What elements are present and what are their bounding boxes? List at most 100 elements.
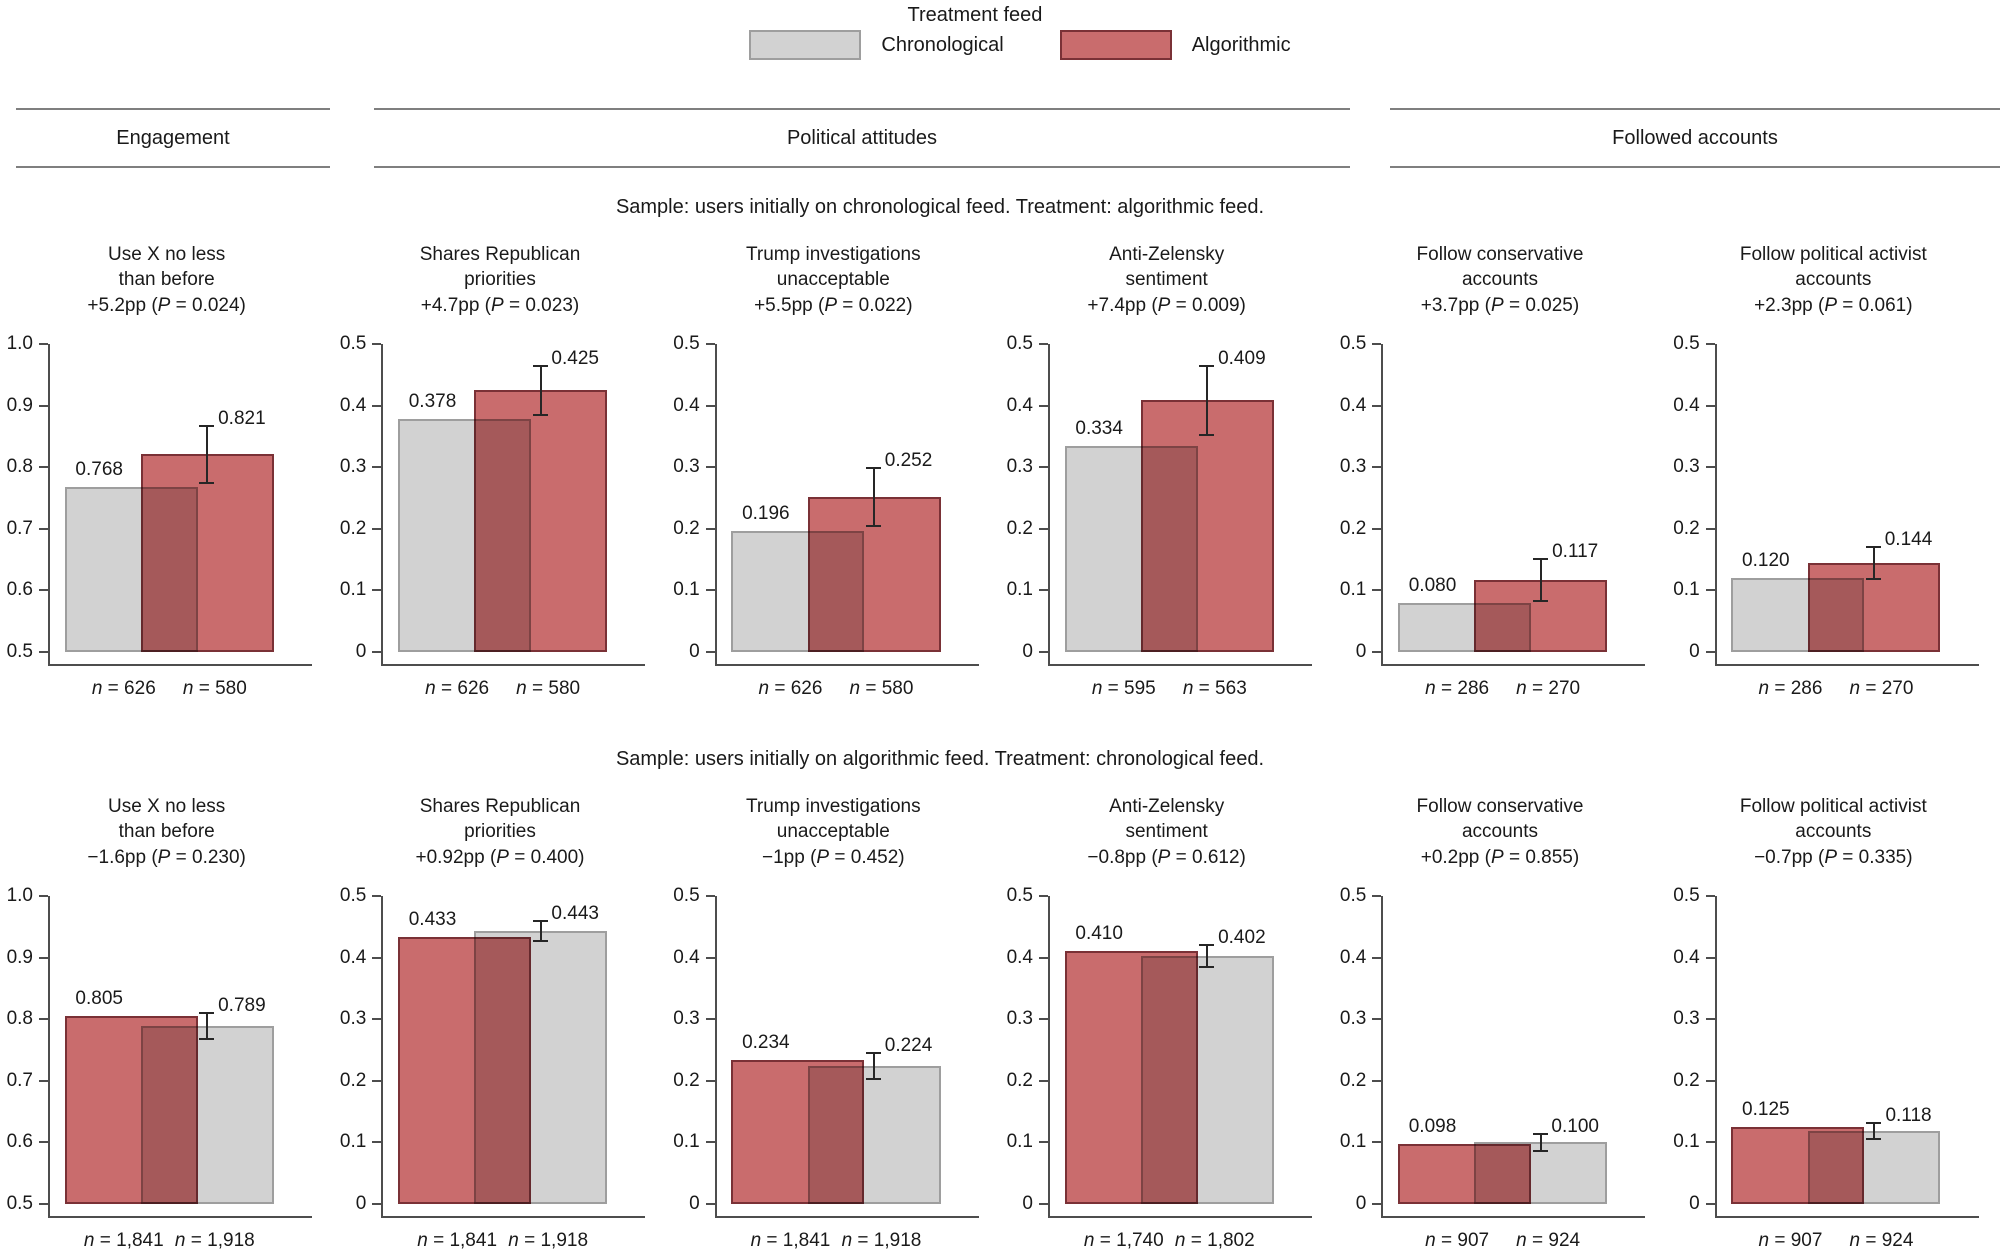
y-axis-line <box>48 344 50 666</box>
section-political-attitudes: Political attitudes <box>374 108 1350 168</box>
chart-panel: Anti-Zelensky sentiment +7.4pp (P = 0.009)… <box>1000 240 1333 699</box>
error-bar-cap <box>866 1077 882 1080</box>
panel-title: Use X no less than before −1.6pp (P = 0.23… <box>0 792 333 890</box>
panel-title-line: sentiment <box>1125 269 1208 291</box>
y-tick-label: 0.3 <box>339 1008 367 1030</box>
bar-value-label: 0.821 <box>218 407 266 429</box>
y-tick-label: 0.4 <box>1339 394 1367 416</box>
y-tick-label: 0.3 <box>1673 1008 1700 1030</box>
y-tick <box>1372 1079 1382 1082</box>
y-tick-label: 0.4 <box>1339 946 1367 968</box>
y-tick <box>1705 527 1715 530</box>
panel-title-line: Anti-Zelensky <box>1109 244 1225 265</box>
plot-area: 0.5 0.4 0.3 0.2 0.1 0 0.410 n = 1,740 0.402 n = 1… <box>1007 885 1312 1251</box>
panel-title: Trump investigations unacceptable −1pp (P … <box>667 792 1000 890</box>
legend-label: Chronological <box>881 33 1004 56</box>
panel-effect-line: −1pp (P = 0.452) <box>762 846 905 868</box>
y-tick-label: 0.9 <box>6 394 33 416</box>
y-axis-line <box>1714 344 1717 666</box>
n-label: n = 1,841 <box>417 1230 498 1251</box>
y-tick <box>1705 895 1715 897</box>
panel-title-line: accounts <box>1795 821 1872 843</box>
legend: Treatment feed <box>0 4 1950 27</box>
y-tick <box>1372 1018 1382 1021</box>
y-tick <box>372 527 382 530</box>
y-tick-label: 0.1 <box>339 579 367 601</box>
y-tick-label: 0.2 <box>1673 517 1700 539</box>
y-tick <box>705 895 715 897</box>
panel-effect-line: −0.8pp (P = 0.612) <box>1087 846 1246 868</box>
bar-value-label: 0.425 <box>551 347 599 369</box>
plot-area: 0.5 0.4 0.3 0.2 0.1 0 0.196 n = 626 0.252 n = 580 <box>673 333 979 699</box>
bar-value-label: 0.805 <box>75 988 123 1010</box>
n-label: n = 1,918 <box>174 1230 255 1251</box>
n-label: n = 1,802 <box>1174 1230 1255 1251</box>
panel-title-line: unacceptable <box>776 821 890 843</box>
panel-effect-line: +5.5pp (P = 0.022) <box>754 294 913 316</box>
bar-value-label: 0.410 <box>1075 923 1123 945</box>
y-tick <box>372 1203 382 1205</box>
chart-panel: Use X no less than before +5.2pp (P = 0.02… <box>0 240 333 699</box>
chart-panel: Follow conservative accounts +0.2pp (P = 0… <box>1333 792 1666 1251</box>
y-tick-label: 0.5 <box>339 333 367 354</box>
error-bar-cap <box>1866 1138 1882 1141</box>
plot-area: 0.5 0.4 0.3 0.2 0.1 0 0.378 n = 626 0.425 n = 580 <box>340 333 646 699</box>
bar-value-label: 0.433 <box>408 909 457 931</box>
y-tick <box>39 343 48 345</box>
plot-area: 0.5 0.4 0.3 0.2 0.1 0 0.080 n = 286 0.117 n = 270 <box>1340 333 1646 699</box>
x-axis-line <box>1047 1216 1312 1218</box>
x-axis-line <box>1381 664 1646 666</box>
panel-effect-line: +5.2pp (P = 0.024) <box>87 294 246 316</box>
y-axis-line <box>1047 896 1050 1218</box>
y-tick-label: 0.5 <box>1339 885 1367 906</box>
chart-panel: Trump investigations unacceptable +5.5pp (… <box>667 240 1000 699</box>
panel-title-line: Use X no less <box>108 244 226 265</box>
y-tick <box>705 589 715 592</box>
legend-title: Treatment feed <box>907 4 1043 26</box>
bar-chronological <box>1474 1142 1608 1204</box>
y-tick-label: 0.3 <box>673 456 700 478</box>
n-label: n = 286 <box>1425 678 1490 699</box>
error-bar-line <box>206 1013 209 1039</box>
y-tick <box>705 1203 715 1205</box>
x-axis-line <box>714 664 979 666</box>
bar-value-label: 0.334 <box>1075 418 1123 440</box>
error-bar-cap <box>199 1037 215 1040</box>
chart-panel: Anti-Zelensky sentiment −0.8pp (P = 0.612)… <box>1000 792 1333 1251</box>
y-tick-label: 0.4 <box>339 394 367 416</box>
bar-chronological <box>141 1025 274 1204</box>
n-label: n = 924 <box>1849 1230 1914 1251</box>
bar-value-label: 0.117 <box>1552 540 1599 562</box>
bar-value-label: 0.100 <box>1551 1115 1599 1137</box>
y-tick-label: 0.4 <box>673 946 700 968</box>
n-label: n = 595 <box>1091 678 1156 699</box>
y-tick <box>1372 527 1382 530</box>
y-tick-label: 0.1 <box>1673 1131 1700 1153</box>
n-label: n = 580 <box>849 678 914 699</box>
error-bar-cap <box>532 364 548 367</box>
bar-value-label: 0.378 <box>408 391 457 413</box>
y-tick-label: 0.1 <box>1339 579 1367 601</box>
error-bar-cap <box>1199 966 1215 969</box>
y-tick-label: 0.2 <box>339 1069 367 1091</box>
panel-effect-line: −0.7pp (P = 0.335) <box>1754 846 1913 868</box>
error-bar-cap <box>532 939 548 942</box>
n-label: n = 270 <box>1849 678 1914 699</box>
y-tick-label: 0.1 <box>1006 579 1033 601</box>
n-label: n = 924 <box>1516 1230 1581 1251</box>
y-tick-label: 0.5 <box>1673 885 1700 906</box>
panel-title-line: sentiment <box>1125 821 1208 843</box>
y-tick-label: 0.2 <box>339 517 367 539</box>
panel-title-line: Follow conservative <box>1416 796 1584 817</box>
n-label: n = 580 <box>182 678 247 699</box>
y-tick <box>1372 466 1382 469</box>
x-axis-line <box>1381 1216 1646 1218</box>
y-tick <box>1705 651 1715 653</box>
panel-title: Shares Republican priorities +4.7pp (P = 0… <box>333 240 666 338</box>
y-tick-label: 0 <box>1689 641 1700 662</box>
error-bar-line <box>539 365 542 415</box>
y-tick-label: 0.2 <box>1339 1069 1367 1091</box>
error-bar-cap <box>1866 546 1882 549</box>
bar-value-label: 0.098 <box>1408 1115 1457 1137</box>
error-bar-cap <box>199 424 215 427</box>
